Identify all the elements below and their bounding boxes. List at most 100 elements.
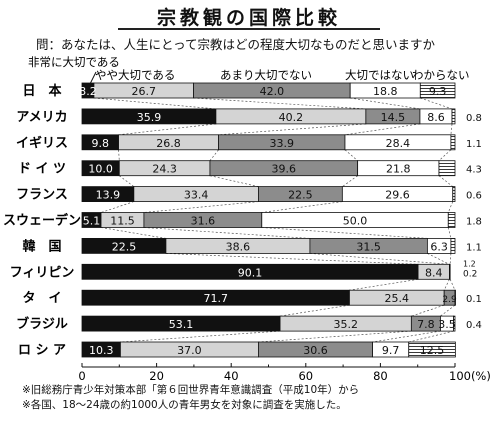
connector-line (411, 304, 445, 317)
segment-value-label: 31.5 (356, 240, 381, 253)
segment-value-label: 1.8 (466, 217, 482, 228)
segment-value-label: 5.1 (83, 215, 101, 228)
segment-value-label: 0.6 (466, 191, 482, 202)
connector-line (309, 253, 450, 265)
segment-value-label: 31.6 (191, 215, 216, 228)
connector-line (449, 253, 452, 265)
segment-value-label: 33.4 (184, 189, 209, 202)
segment-value-label: 0.4 (466, 320, 482, 331)
segment-value-label: 53.1 (169, 318, 194, 331)
bar-segment (452, 186, 456, 203)
segment-value-label: 9.7 (382, 344, 400, 357)
country-label: フィリピン (10, 265, 75, 280)
segment-value-label: 37.0 (177, 344, 202, 357)
bar-segment (447, 212, 456, 228)
segment-value-label: 25.4 (385, 292, 410, 305)
segment-value-label: 18.8 (373, 85, 398, 98)
segment-value-label: 7.8 (417, 318, 435, 331)
segment-value-label: 24.3 (152, 163, 177, 176)
connector-line (447, 227, 452, 239)
segment-value-label: 30.6 (303, 344, 328, 357)
segment-value-label: 4.3 (466, 165, 482, 176)
bar-segment (453, 315, 456, 332)
bar-segment (438, 160, 456, 177)
footnotes: ※旧総務庁青少年対策本部「第６回世界青年意識調査（平成10年）から ※各国、18… (22, 383, 359, 413)
connector-line (438, 175, 453, 187)
bar-segment (450, 134, 456, 151)
connector-line (440, 304, 456, 317)
segment-value-label: 71.7 (203, 292, 228, 305)
connector-line (100, 201, 134, 213)
x-tick-label: 20 (149, 369, 164, 383)
x-tick-label: 80 (373, 369, 388, 383)
segment-value-label: 13.9 (96, 189, 121, 202)
bar-segment (419, 82, 456, 99)
segment-value-label: 6.3 (430, 240, 448, 253)
connector-line (427, 253, 450, 265)
x-tick-label: 60 (298, 369, 313, 383)
segment-value-label: 35.2 (333, 318, 358, 331)
segment-value-label: 50.0 (343, 215, 368, 228)
segment-value-label: 1.2 (463, 259, 476, 268)
connector-line (165, 253, 419, 265)
segment-value-label: 10.0 (88, 163, 113, 176)
bar-segment (454, 289, 456, 306)
segment-value-label: 22.5 (112, 240, 137, 253)
connector-line (342, 175, 358, 187)
segment-value-label: 0.8 (466, 113, 482, 124)
connector-line (349, 278, 419, 291)
connector-line (280, 304, 350, 317)
country-label: ブラジル (16, 316, 68, 332)
segment-value-label: 8.6 (427, 111, 445, 124)
segment-value-label: 14.5 (381, 111, 406, 124)
connector-line (119, 175, 135, 187)
country-label: ド イ ツ (18, 162, 66, 177)
bar-segment (449, 263, 451, 280)
segment-value-label: 0.1 (466, 294, 482, 305)
segment-value-label: 39.6 (272, 163, 297, 176)
connector-line (447, 201, 454, 213)
segment-value-label: 3.5 (438, 318, 456, 331)
country-label: イギリス (16, 135, 68, 151)
connector-line (93, 97, 216, 110)
segment-value-label: 1.1 (466, 242, 482, 253)
segment-value-label: 3.2 (79, 85, 97, 98)
country-label: フランス (16, 188, 68, 203)
footnote-source: ※旧総務庁青少年対策本部「第６回世界青年意識調査（平成10年）から (22, 384, 360, 396)
x-tick-label: 0 (78, 369, 85, 383)
connector-line (118, 149, 120, 161)
segment-value-label: 21.8 (386, 163, 411, 176)
connector-line (420, 97, 453, 110)
connector-line (449, 279, 456, 291)
segment-value-label: 0.2 (463, 269, 477, 279)
connector-line (450, 123, 453, 135)
country-label: タ イ (22, 291, 61, 306)
connector-line (443, 279, 450, 291)
connector-line (209, 175, 259, 187)
segment-value-label: 2.9 (442, 295, 457, 305)
title-underline (118, 28, 380, 30)
segment-value-label: 1.1 (466, 139, 482, 150)
segment-value-label: 38.6 (226, 240, 251, 253)
segment-value-label: 12.5 (420, 344, 445, 357)
segment-value-label: 29.6 (385, 189, 410, 202)
x-tick-label: 100(%) (449, 369, 491, 383)
bar-segment (450, 237, 456, 254)
connector-line (100, 227, 166, 239)
segment-value-label: 42.0 (260, 85, 285, 98)
country-label: 日 本 (22, 83, 61, 99)
connector-line (218, 123, 366, 136)
legend-very-important: 非常に大切である (28, 55, 120, 69)
segment-value-label: 26.7 (131, 85, 156, 98)
segment-value-label: 28.4 (386, 137, 411, 150)
country-label: ロ シ ア (18, 343, 66, 358)
connector-line (120, 330, 281, 343)
segment-value-label: 90.1 (238, 266, 263, 279)
segment-value-label: 9.8 (92, 137, 110, 150)
country-label: 韓 国 (22, 238, 61, 254)
segment-value-label: 9.3 (429, 85, 447, 98)
connector-line (258, 330, 412, 343)
segment-value-label: 35.9 (137, 111, 162, 124)
segment-value-label: 22.5 (288, 189, 313, 202)
